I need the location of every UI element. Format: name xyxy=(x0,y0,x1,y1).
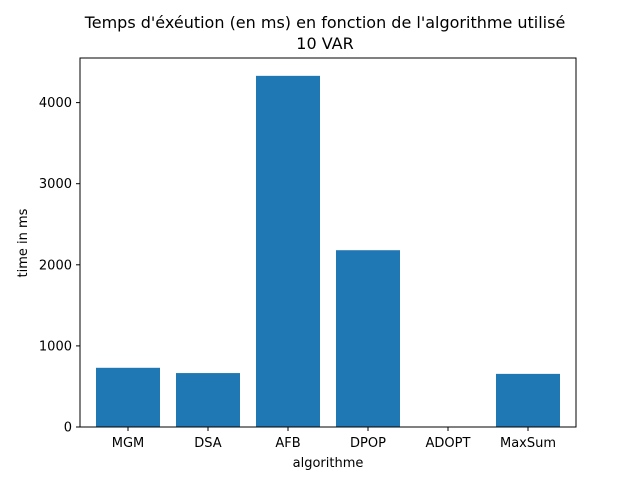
chart-subtitle: 10 VAR xyxy=(296,34,353,53)
y-tick-label-0: 0 xyxy=(64,421,72,436)
x-tick-label-dsa: DSA xyxy=(194,436,222,451)
x-tick-label-afb: AFB xyxy=(275,436,300,451)
y-tick-label-1000: 1000 xyxy=(39,339,72,354)
y-axis-ticks: 0 1000 2000 3000 4000 xyxy=(39,96,80,436)
bar-dpop xyxy=(336,250,400,427)
chart-title: Temps d'éxéution (en ms) en fonction de … xyxy=(84,13,566,32)
x-tick-label-adopt: ADOPT xyxy=(426,436,471,451)
x-tick-label-dpop: DPOP xyxy=(350,436,386,451)
y-axis-label: time in ms xyxy=(16,208,31,277)
y-tick-label-3000: 3000 xyxy=(39,177,72,192)
x-tick-label-mgm: MGM xyxy=(112,436,145,451)
bar-afb xyxy=(256,75,320,427)
y-tick-label-2000: 2000 xyxy=(39,258,72,273)
x-axis-ticks: MGM DSA AFB DPOP ADOPT MaxSum xyxy=(112,427,556,451)
plot-frame xyxy=(79,57,577,428)
x-axis-label: algorithme xyxy=(293,456,364,471)
bars-group xyxy=(96,75,560,427)
bar-mgm xyxy=(96,367,160,427)
x-tick-label-maxsum: MaxSum xyxy=(500,436,556,451)
bar-maxsum xyxy=(496,373,560,427)
bar-dsa xyxy=(176,373,240,427)
y-tick-label-4000: 4000 xyxy=(39,96,72,111)
